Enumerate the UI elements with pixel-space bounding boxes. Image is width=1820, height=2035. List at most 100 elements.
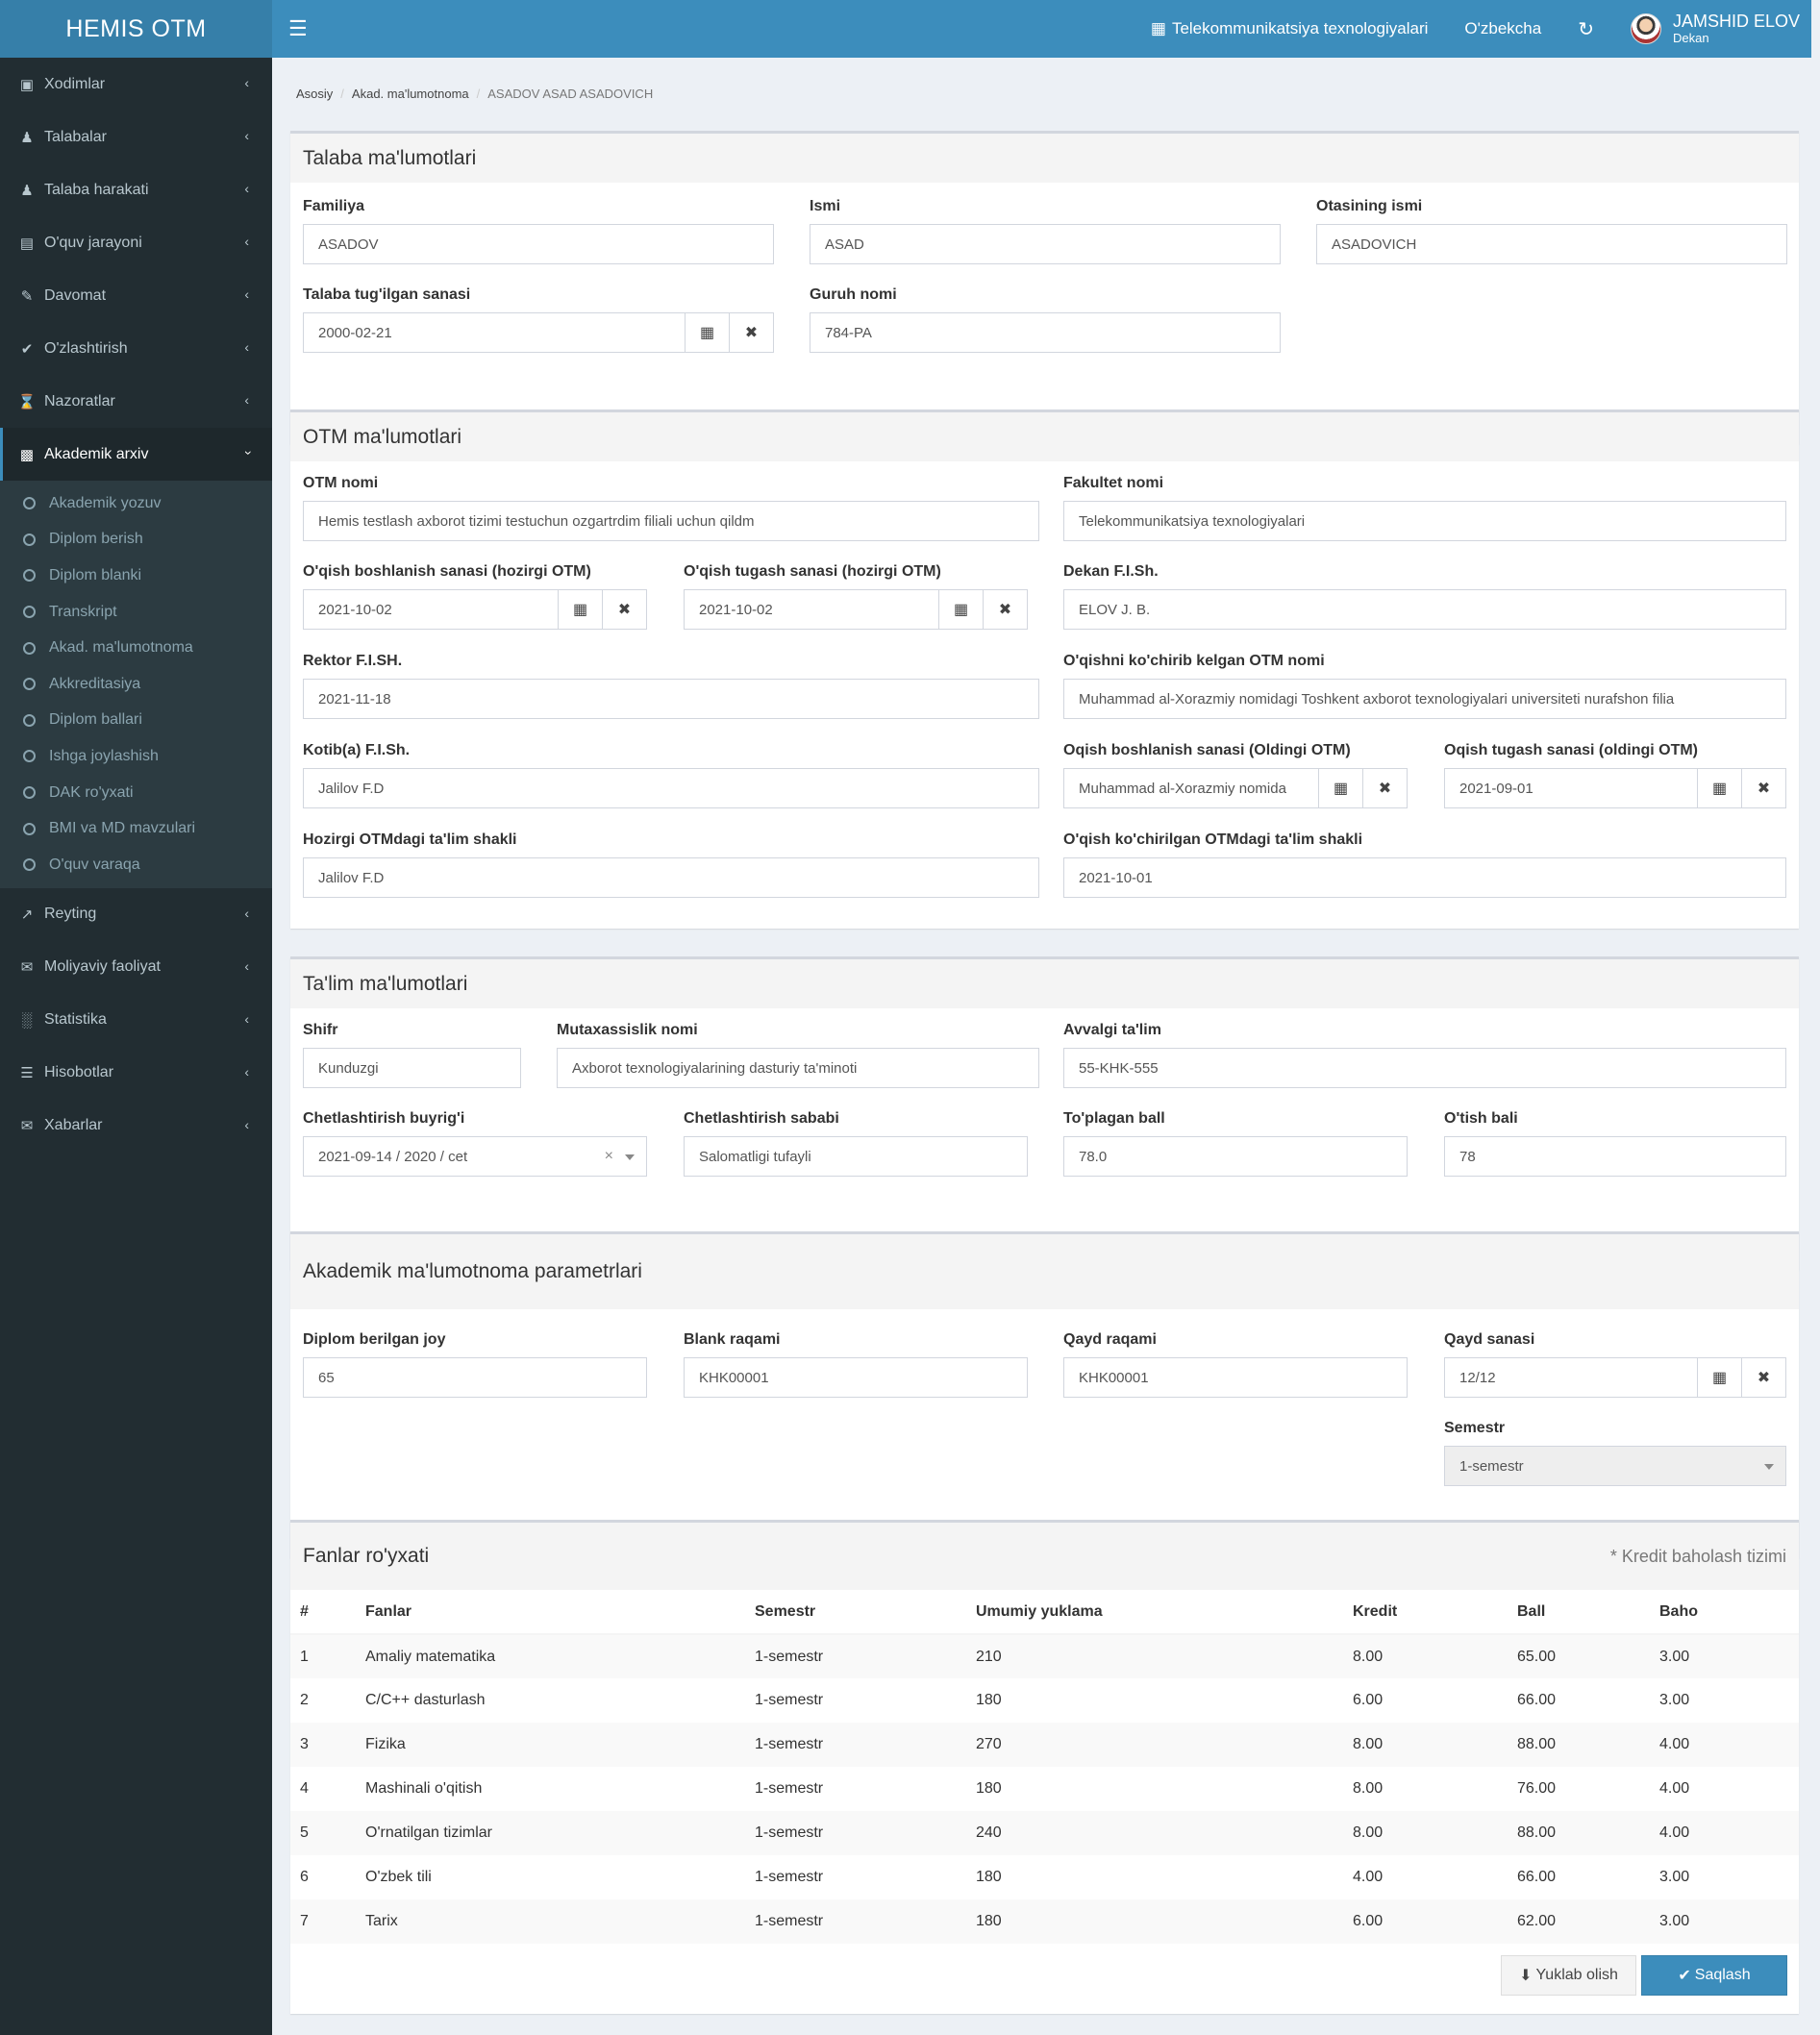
list-icon: ☰ — [20, 1065, 34, 1082]
save-button[interactable]: ✔ Saqlash — [1641, 1955, 1787, 1996]
sidebar-subitem[interactable]: DAK ro'yxati — [0, 775, 272, 811]
sidebar: ▣ Xodimlar ‹ ♟ Talabalar ‹ ♟ Talaba harakati ‹… — [0, 58, 272, 2035]
clear-icon[interactable]: ✖ — [730, 312, 774, 353]
table-row: 3 Fizika 1-semestr 270 8.00 88.00 4.00 — [290, 1723, 1799, 1767]
sidebar-subitem[interactable]: Akkreditasiya — [0, 666, 272, 703]
sidebar-item-davomat[interactable]: ✎ Davomat ‹ — [0, 269, 272, 322]
sidebar-subitem[interactable]: Ishga joylashish — [0, 738, 272, 775]
calendar-icon[interactable]: ▦ — [1698, 768, 1742, 808]
diploma-place-field[interactable]: 65 — [303, 1357, 647, 1398]
sidebar-item-hisobotlar[interactable]: ☰ Hisobotlar ‹ — [0, 1047, 272, 1100]
rektor-field[interactable]: 2021-11-18 — [303, 679, 1039, 719]
sidebar-subitem[interactable]: Diplom berish — [0, 522, 272, 558]
sidebar-item-reyting[interactable]: ↗ Reyting ‹ — [0, 888, 272, 941]
expulsion-order-select[interactable]: 2021-09-14 / 2020 / cet × — [303, 1136, 647, 1177]
sidebar-subitem[interactable]: Diplom ballari — [0, 703, 272, 739]
language-selector[interactable]: O'zbekcha — [1464, 19, 1542, 37]
box-title: Ta'lim ma'lumotlari — [303, 972, 468, 995]
breadcrumb-section[interactable]: Akad. ma'lumotnoma — [351, 87, 469, 101]
study-form-field[interactable]: Jalilov F.D — [303, 857, 1039, 898]
table-row: 5 O'rnatilgan tizimlar 1-semestr 240 8.00 88.… — [290, 1811, 1799, 1855]
sidebar-item-oquv-jarayoni[interactable]: ▤ O'quv jarayoni ‹ — [0, 216, 272, 269]
calendar-icon[interactable]: ▦ — [686, 312, 730, 353]
field-label: To'plagan ball — [1063, 1110, 1165, 1127]
dekan-field[interactable]: ELOV J. B. — [1063, 589, 1786, 630]
circle-icon — [23, 641, 36, 655]
sidebar-item-xodimlar[interactable]: ▣ Xodimlar ‹ — [0, 58, 272, 111]
sidebar-item-ozlashtirish[interactable]: ✔ O'zlashtirish ‹ — [0, 322, 272, 375]
kotib-field[interactable]: Jalilov F.D — [303, 768, 1039, 808]
calendar-icon[interactable]: ▦ — [559, 589, 603, 630]
table-header-row: # Fanlar Semestr Umumiy yuklama Kredit B… — [290, 1590, 1799, 1635]
clear-icon[interactable]: ✖ — [603, 589, 647, 630]
faculty-field[interactable]: Telekommunikatsiya texnologiyalari — [1063, 501, 1786, 541]
column-header: Kredit — [1343, 1590, 1508, 1635]
clear-icon[interactable]: ✖ — [1742, 768, 1786, 808]
sidebar-item-moliyaviy[interactable]: ✉ Moliyaviy faoliyat ‹ — [0, 941, 272, 994]
field-label: Mutaxassislik nomi — [557, 1022, 698, 1038]
sidebar-item-talabalar[interactable]: ♟ Talabalar ‹ — [0, 111, 272, 163]
breadcrumb-home[interactable]: Asosiy — [296, 87, 334, 101]
semester-select[interactable]: 1-semestr — [1444, 1446, 1786, 1486]
blank-number-field[interactable]: KHK00001 — [684, 1357, 1028, 1398]
field-label: O'qish ko'chirilgan OTMdagi ta'lim shakl… — [1063, 831, 1363, 848]
group-field[interactable]: 784-PA — [810, 312, 1281, 353]
envelope-icon: ✉ — [20, 959, 34, 977]
prev-start-date-field[interactable]: Muhammad al-Xorazmiy nomida — [1063, 768, 1319, 808]
prev-study-form-field[interactable]: 2021-10-01 — [1063, 857, 1786, 898]
end-date-field[interactable]: 2021-10-02 — [684, 589, 939, 630]
clear-icon[interactable]: ✖ — [984, 589, 1028, 630]
birth-date-field[interactable]: 2000-02-21 — [303, 312, 686, 353]
column-header: Umumiy yuklama — [966, 1590, 1343, 1635]
calendar-icon[interactable]: ▦ — [1319, 768, 1363, 808]
shifr-field[interactable]: Kunduzgi — [303, 1048, 521, 1088]
otasi-field[interactable]: ASADOVICH — [1316, 224, 1787, 264]
table-row: 4 Mashinali o'qitish 1-semestr 180 8.00 76.00… — [300, 1780, 1690, 1797]
circle-icon — [23, 606, 36, 619]
sidebar-item-xabarlar[interactable]: ✉ Xabarlar ‹ — [0, 1100, 272, 1153]
sidebar-item-akademik-arxiv[interactable]: ▩ Akademik arxiv ‹ — [0, 428, 272, 481]
start-date-field[interactable]: 2021-10-02 — [303, 589, 559, 630]
faculty-selector[interactable]: ▦ Telekommunikatsiya texnologiyalari — [1150, 19, 1429, 37]
box-title: Fanlar ro'yxati — [303, 1545, 430, 1567]
sidebar-subitem[interactable]: Akademik yozuv — [0, 485, 272, 522]
prev-end-date-field[interactable]: 2021-09-01 — [1444, 768, 1698, 808]
clear-icon[interactable]: ✖ — [1742, 1357, 1786, 1398]
caret-down-icon — [625, 1154, 635, 1160]
download-button[interactable]: ⬇ Yuklab olish — [1501, 1955, 1636, 1996]
clear-icon[interactable]: ✖ — [1363, 768, 1408, 808]
app-logo[interactable]: HEMIS OTM — [0, 0, 272, 58]
caret-down-icon — [1764, 1464, 1774, 1470]
user-menu[interactable]: JAMSHID ELOV Dekan — [1612, 12, 1811, 46]
sidebar-item-talaba-harakati[interactable]: ♟ Talaba harakati ‹ — [0, 163, 272, 216]
total-score-field[interactable]: 78.0 — [1063, 1136, 1408, 1177]
expulsion-reason-field[interactable]: Salomatligi tufayli — [684, 1136, 1028, 1177]
passing-score-field[interactable]: 78 — [1444, 1136, 1786, 1177]
speciality-field[interactable]: Axborot texnologiyalarining dasturiy ta'… — [557, 1048, 1039, 1088]
sidebar-item-statistika[interactable]: ░ Statistika ‹ — [0, 994, 272, 1047]
refresh-icon[interactable]: ↻ — [1578, 18, 1594, 40]
sidebar-subitem[interactable]: O'quv varaqa — [0, 847, 272, 883]
otm-name-field[interactable]: Hemis testlash axborot tizimi testuchun … — [303, 501, 1039, 541]
register-date-field[interactable]: 12/12 — [1444, 1357, 1698, 1398]
field-label: Ismi — [810, 198, 841, 214]
familiya-field[interactable]: ASADOV — [303, 224, 774, 264]
calendar-icon[interactable]: ▦ — [939, 589, 984, 630]
user-name: JAMSHID ELOV — [1672, 12, 1800, 31]
prev-otm-field[interactable]: Muhammad al-Xorazmiy nomidagi Toshkent a… — [1063, 679, 1786, 719]
education-info-box: Ta'lim ma'lumotlari Shifr Kunduzgi Mutaxa… — [290, 956, 1799, 1270]
sidebar-subitem[interactable]: Transkript — [0, 594, 272, 631]
register-number-field[interactable]: KHK00001 — [1063, 1357, 1408, 1398]
sidebar-item-nazoratlar[interactable]: ⌛ Nazoratlar ‹ — [17, 392, 249, 410]
field-label: Semestr — [1444, 1420, 1506, 1436]
ismi-field[interactable]: ASAD — [810, 224, 1281, 264]
box-title: Talaba ma'lumotlari — [303, 146, 477, 169]
sidebar-subitem[interactable]: Diplom blanki — [0, 558, 272, 594]
menu-toggle-icon[interactable]: ☰ — [288, 16, 308, 40]
previous-education-field[interactable]: 55-KHK-555 — [1063, 1048, 1786, 1088]
clear-icon[interactable]: × — [604, 1148, 613, 1164]
sidebar-subitem[interactable]: BMI va MD mavzulari — [0, 810, 272, 847]
calendar-icon[interactable]: ▦ — [1698, 1357, 1742, 1398]
chevron-left-icon: ‹ — [244, 392, 249, 408]
sidebar-subitem[interactable]: Akad. ma'lumotnoma — [0, 630, 272, 666]
